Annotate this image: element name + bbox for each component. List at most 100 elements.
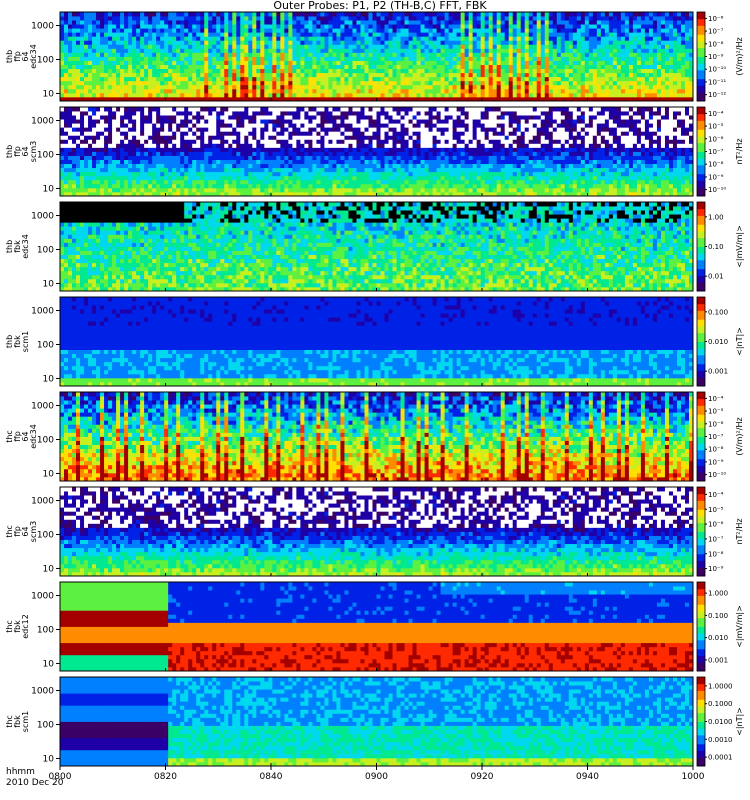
spectrogram-cell <box>505 85 509 89</box>
spectrogram-cell <box>541 69 545 73</box>
spectrogram-cell <box>60 28 64 32</box>
spectrogram-cell <box>244 123 248 127</box>
spectrogram-cell <box>397 85 401 89</box>
spectrogram-cell <box>633 57 637 61</box>
spectrogram-cell <box>308 107 312 111</box>
spectrogram-cell <box>276 156 280 160</box>
spectrogram-cell <box>144 156 148 160</box>
spectrogram-cell <box>437 57 441 61</box>
spectrogram-cell <box>220 152 224 156</box>
spectrogram-cell <box>541 16 545 20</box>
spectrogram-cell <box>64 111 68 115</box>
spectrogram-cell <box>368 77 372 81</box>
spectrogram-image-thb-ffp-scm3 <box>60 107 693 196</box>
spectrogram-cell <box>200 127 204 131</box>
spectrogram-cell <box>256 123 260 127</box>
spectrogram-cell <box>92 65 96 69</box>
spectrogram-cell <box>449 20 453 24</box>
spectrogram-cell <box>152 131 156 135</box>
spectrogram-cell <box>589 57 593 61</box>
spectrogram-cell <box>76 65 80 69</box>
spectrogram-cell <box>132 107 136 111</box>
spectrogram-cell <box>481 24 485 28</box>
spectrogram-cell <box>328 52 332 56</box>
spectrogram-cell <box>525 73 529 77</box>
spectrogram-cell <box>232 152 236 156</box>
spectrogram-cell <box>80 160 84 164</box>
spectrogram-cell <box>617 81 621 85</box>
spectrogram-cell <box>308 20 312 24</box>
spectrogram-cell <box>665 65 669 69</box>
spectrogram-cell <box>585 32 589 36</box>
spectrogram-cell <box>108 160 112 164</box>
spectrogram-cell <box>677 85 681 89</box>
spectrogram-cell <box>144 152 148 156</box>
spectrogram-cell <box>288 107 292 111</box>
spectrogram-cell <box>68 89 72 93</box>
spectrogram-cell <box>461 89 465 93</box>
spectrogram-cell <box>304 24 308 28</box>
spectrogram-cell <box>64 147 68 151</box>
spectrogram-cell <box>84 143 88 147</box>
spectrogram-cell <box>136 77 140 81</box>
spectrogram-cell <box>425 24 429 28</box>
spectrogram-cell <box>581 77 585 81</box>
spectrogram-cell <box>288 119 292 123</box>
spectrogram-cell <box>120 160 124 164</box>
spectrogram-cell <box>505 73 509 77</box>
spectrogram-cell <box>96 115 100 119</box>
spectrogram-cell <box>605 12 609 16</box>
spectrogram-cell <box>397 20 401 24</box>
spectrogram-cell <box>92 73 96 77</box>
spectrogram-cell <box>144 61 148 65</box>
spectrogram-cell <box>661 77 665 81</box>
spectrogram-cell <box>673 44 677 48</box>
spectrogram-cell <box>292 152 296 156</box>
spectrogram-cell <box>609 81 613 85</box>
spectrogram-cell <box>168 36 172 40</box>
spectrogram-cell <box>244 20 248 24</box>
spectrogram-cell <box>136 20 140 24</box>
spectrogram-cell <box>457 57 461 61</box>
spectrogram-cell <box>280 188 284 192</box>
spectrogram-cell <box>429 40 433 44</box>
spectrogram-cell <box>485 81 489 85</box>
spectrogram-cell <box>224 24 228 28</box>
spectrogram-cell <box>120 24 124 28</box>
spectrogram-cell <box>184 44 188 48</box>
spectrogram-cell <box>148 164 152 168</box>
spectrogram-cell <box>184 147 188 151</box>
spectrogram-cell <box>244 69 248 73</box>
spectrogram-cell <box>288 57 292 61</box>
spectrogram-cell <box>128 143 132 147</box>
spectrogram-cell <box>224 93 228 97</box>
spectrogram-cell <box>96 180 100 184</box>
spectrogram-cell <box>196 123 200 127</box>
spectrogram-cell <box>477 48 481 52</box>
spectrogram-cell <box>80 168 84 172</box>
spectrogram-cell <box>553 73 557 77</box>
spectrogram-cell <box>216 111 220 115</box>
spectrogram-cell <box>260 77 264 81</box>
spectrogram-cell <box>160 61 164 65</box>
spectrogram-cell <box>453 36 457 40</box>
spectrogram-cell <box>248 176 252 180</box>
spectrogram-cell <box>152 135 156 139</box>
spectrogram-cell <box>260 180 264 184</box>
spectrogram-cell <box>344 24 348 28</box>
spectrogram-cell <box>324 32 328 36</box>
spectrogram-cell <box>236 40 240 44</box>
spectrogram-cell <box>96 160 100 164</box>
spectrogram-cell <box>188 139 192 143</box>
spectrogram-cell <box>132 176 136 180</box>
spectrogram-cell <box>60 52 64 56</box>
spectrogram-cell <box>120 12 124 16</box>
spectrogram-cell <box>421 77 425 81</box>
spectrogram-cell <box>200 184 204 188</box>
spectrogram-cell <box>176 115 180 119</box>
spectrogram-cell <box>184 176 188 180</box>
spectrogram-cell <box>268 123 272 127</box>
spectrogram-cell <box>493 85 497 89</box>
spectrogram-cell <box>445 24 449 28</box>
spectrogram-cell <box>320 44 324 48</box>
